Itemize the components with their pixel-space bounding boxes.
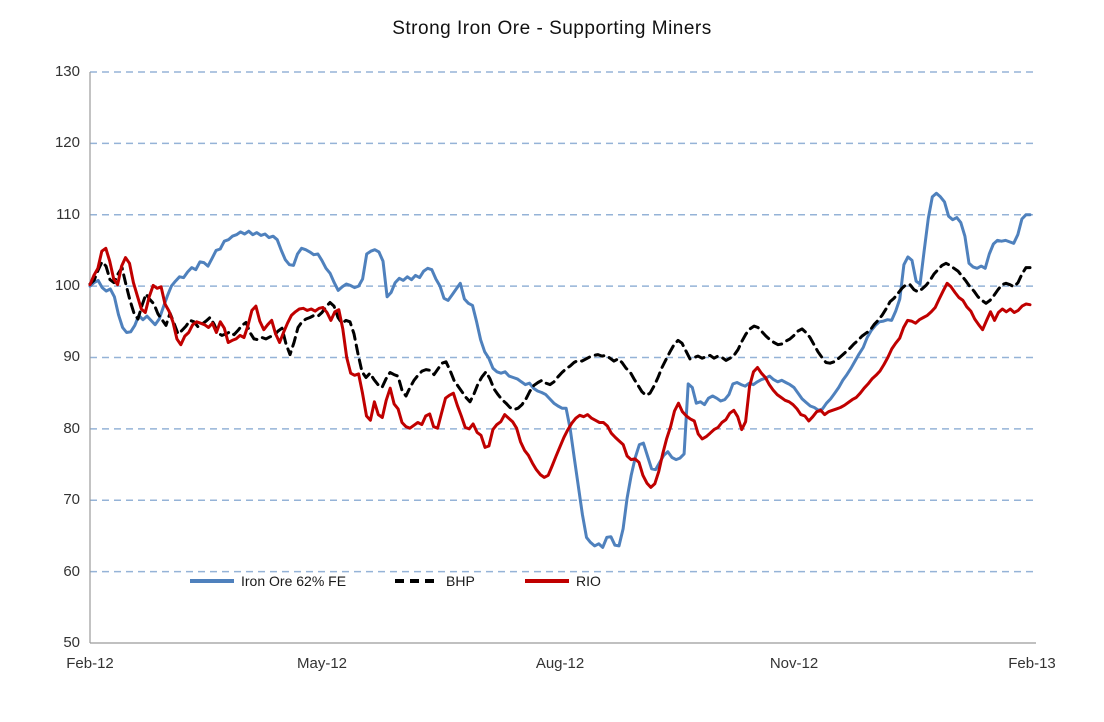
bhp-line-swatch: [395, 579, 439, 583]
x-tick-label: Feb-12: [66, 655, 114, 672]
y-tick-label: 100: [54, 277, 80, 294]
legend-item-iron-ore: Iron Ore 62% FE: [190, 572, 346, 590]
legend-label: BHP: [446, 573, 475, 589]
y-tick-label: 120: [54, 134, 80, 151]
y-tick-label: 50: [63, 634, 80, 651]
rio-line-swatch: [525, 579, 569, 583]
x-tick-label: May-12: [296, 655, 348, 672]
x-tick-label: Nov-12: [769, 655, 819, 672]
legend-item-bhp: BHP: [395, 572, 475, 590]
legend-label: RIO: [576, 573, 601, 589]
y-tick-label: 70: [63, 491, 80, 508]
y-tick-label: 60: [63, 563, 80, 580]
legend-item-rio: RIO: [525, 572, 601, 590]
y-tick-label: 110: [56, 206, 80, 223]
y-tick-label: 130: [54, 63, 80, 80]
legend-label: Iron Ore 62% FE: [241, 573, 347, 589]
y-tick-label: 80: [63, 420, 80, 437]
iron-ore-line-swatch: [190, 579, 234, 583]
x-tick-label: Feb-13: [1008, 655, 1056, 672]
y-tick-label: 90: [63, 348, 80, 365]
chart-title: Strong Iron Ore - Supporting Miners: [392, 18, 712, 39]
x-tick-label: Aug-12: [535, 655, 585, 672]
